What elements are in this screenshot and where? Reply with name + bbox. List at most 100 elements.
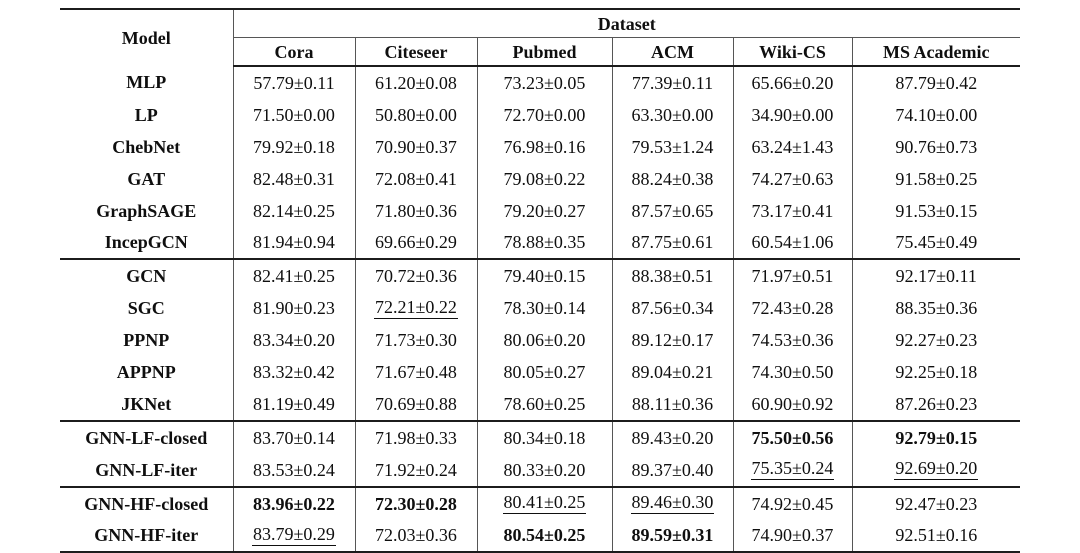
- score-cell: 74.10±0.00: [851, 98, 1021, 131]
- model-column-header: Model: [121, 28, 171, 48]
- best-score: 92.79±0.15: [895, 427, 978, 448]
- model-name-cell: GNN-LF-closed: [60, 419, 233, 454]
- score-cell: 60.54±1.06: [732, 226, 852, 260]
- score-cell: 80.06±0.20: [476, 324, 612, 357]
- model-name-cell: ChebNet: [112, 136, 181, 157]
- score-cell: 88.35±0.36: [851, 292, 1021, 325]
- score-cell: 83.79±0.29: [232, 519, 355, 553]
- score-cell: 92.25±0.18: [851, 356, 1021, 388]
- score-cell: 87.79±0.42: [851, 66, 1021, 99]
- score-cell: 71.73±0.30: [354, 324, 477, 357]
- score-cell: 50.80±0.00: [354, 98, 477, 131]
- model-name-cell: GNN-HF-iter: [94, 525, 199, 546]
- score-cell: 80.34±0.18: [476, 419, 612, 454]
- score-cell: 78.88±0.35: [476, 226, 612, 260]
- second-best-score: 80.41±0.25: [502, 492, 587, 515]
- second-best-score: 89.46±0.30: [630, 492, 715, 515]
- score-cell: 75.45±0.49: [851, 226, 1021, 260]
- score-cell: 82.48±0.31: [232, 162, 355, 195]
- table-row: GCN 82.41±0.25 70.72±0.36 79.40±0.15 88.38±0…: [60, 258, 1021, 293]
- model-name-cell: PPNP: [123, 330, 170, 351]
- score-cell: 89.46±0.30: [611, 485, 733, 520]
- score-cell: 79.53±1.24: [611, 130, 733, 163]
- best-score: 75.50±0.56: [751, 427, 834, 448]
- score-cell: 60.90±0.92: [732, 387, 852, 421]
- score-cell: 71.67±0.48: [354, 356, 477, 388]
- column-header-ms-academic: MS Academic: [851, 37, 1021, 67]
- best-score: 89.59±0.31: [631, 525, 714, 546]
- score-cell: 92.79±0.15: [851, 419, 1021, 454]
- table-row: LP 71.50±0.00 50.80±0.00 72.70±0.00 63.30±0.…: [60, 98, 1021, 131]
- table-row: JKNet 81.19±0.49 70.69±0.88 78.60±0.25 88.11…: [60, 387, 1021, 421]
- score-cell: 87.26±0.23: [851, 387, 1021, 421]
- score-cell: 74.90±0.37: [732, 519, 852, 553]
- score-cell: 87.57±0.65: [611, 194, 733, 227]
- score-cell: 88.24±0.38: [611, 162, 733, 195]
- score-cell: 79.08±0.22: [476, 162, 612, 195]
- header-columns-row: Cora Citeseer Pubmed ACM Wiki-CS MS Acad…: [60, 37, 1021, 67]
- score-cell: 92.47±0.23: [851, 485, 1021, 520]
- score-cell: 74.92±0.45: [732, 485, 852, 520]
- score-cell: 65.66±0.20: [732, 66, 852, 99]
- score-cell: 82.14±0.25: [232, 194, 355, 227]
- score-cell: 77.39±0.11: [611, 66, 733, 99]
- score-cell: 61.20±0.08: [354, 66, 477, 99]
- score-cell: 87.56±0.34: [611, 292, 733, 325]
- score-cell: 83.53±0.24: [232, 453, 355, 487]
- score-cell: 63.30±0.00: [611, 98, 733, 131]
- table-row: GraphSAGE 82.14±0.25 71.80±0.36 79.20±0.27 8…: [60, 194, 1021, 227]
- score-cell: 87.75±0.61: [611, 226, 733, 260]
- results-table: Model Dataset Cora Citeseer Pubmed ACM W…: [60, 8, 1021, 553]
- model-name-cell: GCN: [60, 258, 233, 293]
- score-cell: 89.04±0.21: [611, 356, 733, 388]
- table-header: Model Dataset Cora Citeseer Pubmed ACM W…: [60, 9, 1021, 67]
- score-cell: 63.24±1.43: [732, 130, 852, 163]
- column-header-pubmed: Pubmed: [476, 37, 612, 67]
- second-best-score: 83.79±0.29: [252, 523, 336, 546]
- score-cell: 76.98±0.16: [476, 130, 612, 163]
- table-row: APPNP 83.32±0.42 71.67±0.48 80.05±0.27 89.04…: [60, 356, 1021, 388]
- score-cell: 92.27±0.23: [851, 324, 1021, 357]
- score-cell: 71.92±0.24: [354, 453, 477, 487]
- score-cell: 71.98±0.33: [354, 419, 477, 454]
- score-cell: 71.80±0.36: [354, 194, 477, 227]
- model-name-cell: JKNet: [121, 393, 172, 414]
- model-name-cell: SGC: [127, 298, 165, 319]
- score-cell: 75.35±0.24: [732, 453, 852, 487]
- model-name-cell: GNN-HF-closed: [60, 485, 233, 520]
- score-cell: 80.05±0.27: [476, 356, 612, 388]
- model-name-cell: GAT: [127, 168, 166, 189]
- second-best-score: 72.21±0.22: [374, 296, 458, 319]
- score-cell: 88.11±0.36: [611, 387, 733, 421]
- dataset-group-header: Dataset: [232, 9, 1021, 38]
- model-name-cell: APPNP: [116, 361, 176, 382]
- table-row: GAT 82.48±0.31 72.08±0.41 79.08±0.22 88.24±0…: [60, 162, 1021, 195]
- score-cell: 83.70±0.14: [232, 419, 355, 454]
- score-cell: 89.12±0.17: [611, 324, 733, 357]
- score-cell: 73.23±0.05: [476, 66, 612, 99]
- score-cell: 80.41±0.25: [476, 485, 612, 520]
- model-name-cell: GraphSAGE: [96, 200, 197, 221]
- column-header-wiki-cs: Wiki-CS: [732, 37, 852, 67]
- header-group-row: Model Dataset: [60, 9, 1021, 47]
- score-cell: 74.53±0.36: [732, 324, 852, 357]
- score-cell: 80.54±0.25: [476, 519, 612, 553]
- column-header-cora: Cora: [232, 37, 355, 67]
- column-header-citeseer: Citeseer: [354, 37, 477, 67]
- score-cell: 81.19±0.49: [232, 387, 355, 421]
- table-row: GNN-LF-closed 83.70±0.14 71.98±0.33 80.34±0…: [60, 419, 1021, 454]
- table-row: PPNP 83.34±0.20 71.73±0.30 80.06±0.20 89.12±…: [60, 324, 1021, 357]
- score-cell: 91.53±0.15: [851, 194, 1021, 227]
- best-score: 72.30±0.28: [375, 493, 457, 514]
- score-cell: 89.59±0.31: [611, 519, 733, 553]
- score-cell: 70.69±0.88: [354, 387, 477, 421]
- score-cell: 79.20±0.27: [476, 194, 612, 227]
- table-body: MLP 57.79±0.11 61.20±0.08 73.23±0.05 77.39±0…: [60, 66, 1021, 553]
- score-cell: 83.34±0.20: [232, 324, 355, 357]
- model-name-cell: MLP: [126, 72, 167, 93]
- second-best-score: 92.69±0.20: [894, 458, 979, 481]
- score-cell: 92.51±0.16: [851, 519, 1021, 553]
- score-cell: 72.43±0.28: [732, 292, 852, 325]
- score-cell: 75.50±0.56: [732, 419, 852, 454]
- table-row: GNN-LF-iter 83.53±0.24 71.92±0.24 80.33±0.2…: [60, 453, 1021, 487]
